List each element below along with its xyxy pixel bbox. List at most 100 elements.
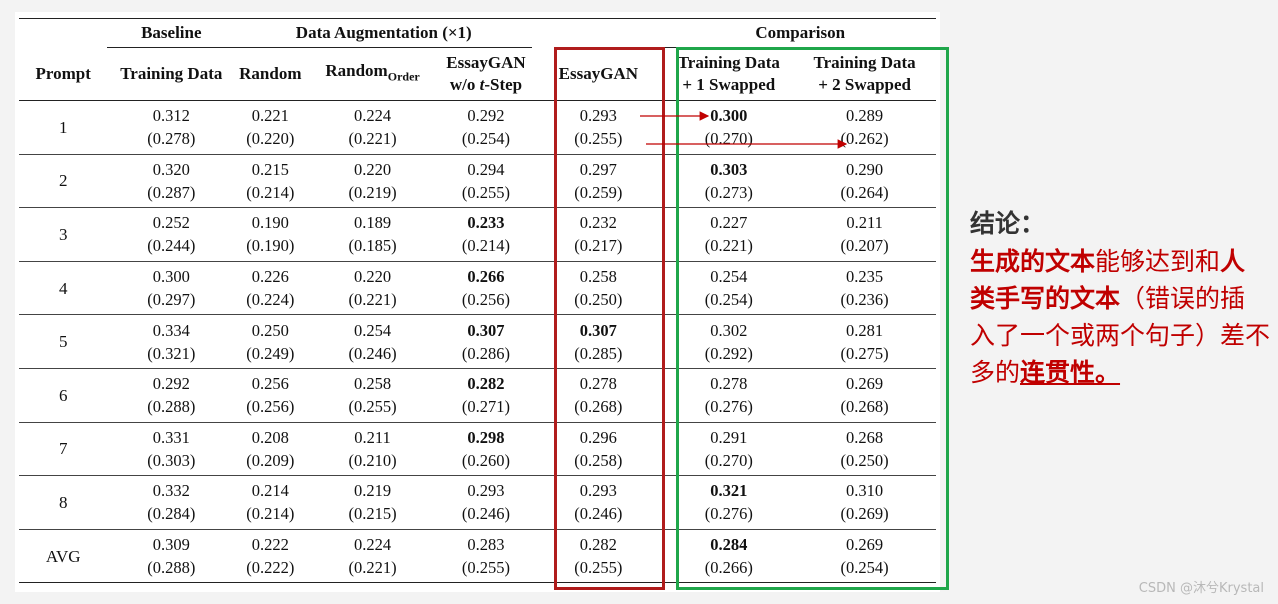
value-cell: 0.252 (0.244) — [107, 207, 236, 262]
mean-value: 0.220 — [354, 159, 392, 179]
mean-value: 0.252 — [152, 213, 190, 233]
mean-value: 0.211 — [354, 427, 391, 447]
value-cell: 0.334 (0.321) — [107, 314, 236, 369]
value-cell: 0.258 (0.255) — [305, 368, 440, 423]
std-value: (0.270) — [704, 450, 753, 470]
mean-value: 0.269 — [846, 535, 884, 555]
group-header-baseline: Baseline — [107, 18, 236, 48]
mean-value: 0.309 — [152, 535, 190, 555]
std-value: (0.273) — [704, 182, 753, 202]
value-cell: 0.284 (0.266) — [664, 529, 794, 584]
value-cell: 0.224 (0.221) — [305, 100, 440, 155]
value-cell: 0.293 (0.246) — [547, 475, 650, 530]
group-header-augmentation: Data Augmentation (×1) — [235, 18, 533, 48]
mean-value: 0.293 — [467, 481, 505, 501]
group-essaygan-empty — [547, 18, 650, 48]
mean-value: 0.292 — [152, 374, 190, 394]
mean-value: 0.278 — [579, 374, 617, 394]
value-cell: 0.290 (0.264) — [793, 154, 936, 209]
std-value: (0.214) — [461, 236, 511, 256]
mean-value: 0.224 — [354, 106, 392, 126]
mean-value: 0.290 — [846, 159, 884, 179]
gap-cell — [649, 475, 665, 530]
std-value: (0.268) — [840, 397, 889, 417]
comparison-highlight-box — [676, 47, 949, 590]
std-value: (0.219) — [348, 182, 397, 202]
std-value: (0.255) — [574, 558, 623, 578]
mean-value: 0.190 — [251, 213, 289, 233]
mean-value: 0.258 — [579, 267, 617, 287]
mean-value: 0.307 — [579, 320, 617, 340]
mean-value: 0.224 — [354, 535, 392, 555]
std-value: (0.246) — [574, 504, 623, 524]
mean-value: 0.321 — [710, 481, 748, 501]
std-value: (0.221) — [348, 129, 397, 149]
value-cell: 0.282 (0.271) — [439, 368, 533, 423]
group-gap — [532, 18, 548, 48]
value-cell: 0.302 (0.292) — [664, 314, 794, 369]
col-header-swap2-line1: Training Data — [813, 53, 916, 72]
gap-cell — [532, 475, 548, 530]
mean-value: 0.211 — [846, 213, 883, 233]
mean-value: 0.293 — [579, 481, 617, 501]
prompt-cell: 8 — [19, 475, 108, 530]
std-value: (0.269) — [840, 504, 889, 524]
std-value: (0.262) — [840, 129, 889, 149]
std-value: (0.275) — [840, 343, 889, 363]
std-value: (0.285) — [574, 343, 623, 363]
std-value: (0.292) — [704, 343, 753, 363]
gap-cell — [532, 529, 548, 584]
table-row: 7 0.331 (0.303) 0.208 (0.209) 0.211 (0.210) 0.2… — [19, 422, 936, 477]
value-cell: 0.289 (0.262) — [793, 100, 936, 155]
essaygan-highlight-box — [554, 47, 665, 590]
col-header-swap2-line2: + 2 Swapped — [818, 75, 912, 94]
col-gap — [532, 47, 548, 101]
results-table-card: Baseline Data Augmentation (×1) Comparis… — [15, 12, 940, 592]
value-cell: 0.269 (0.268) — [793, 368, 936, 423]
std-value: (0.264) — [840, 182, 889, 202]
mean-value: 0.282 — [579, 535, 617, 555]
value-cell: 0.266 (0.256) — [439, 261, 533, 316]
std-value: (0.255) — [574, 129, 623, 149]
mean-value: 0.291 — [710, 427, 748, 447]
value-cell: 0.232 (0.217) — [547, 207, 650, 262]
mean-value: 0.189 — [354, 213, 392, 233]
col-header-essaygan: EssayGAN — [547, 47, 650, 101]
value-cell: 0.300 (0.270) — [664, 100, 794, 155]
std-value: (0.266) — [704, 558, 753, 578]
table-row: 2 0.320 (0.287) 0.215 (0.214) 0.220 (0.219) 0.2… — [19, 154, 936, 209]
std-value: (0.224) — [246, 290, 295, 310]
std-value: (0.249) — [246, 343, 295, 363]
table-row: 1 0.312 (0.278) 0.221 (0.220) 0.224 (0.221) 0.2… — [19, 100, 936, 155]
value-cell: 0.293 (0.255) — [547, 100, 650, 155]
group-empty — [19, 18, 108, 48]
std-value: (0.297) — [147, 290, 196, 310]
gap-cell — [649, 368, 665, 423]
value-cell: 0.307 (0.286) — [439, 314, 533, 369]
col-header-essaygan-wo-line1: EssayGAN — [446, 53, 526, 72]
std-value: (0.250) — [574, 290, 623, 310]
std-value: (0.221) — [348, 290, 397, 310]
std-value: (0.215) — [348, 504, 397, 524]
value-cell: 0.214 (0.214) — [235, 475, 306, 530]
std-value: (0.214) — [246, 182, 295, 202]
table-body: 1 0.312 (0.278) 0.221 (0.220) 0.224 (0.221) 0.2… — [19, 100, 936, 584]
std-value: (0.276) — [704, 504, 753, 524]
table-row: 5 0.334 (0.321) 0.250 (0.249) 0.254 (0.246) 0.3… — [19, 314, 936, 369]
table-row: 4 0.300 (0.297) 0.226 (0.224) 0.220 (0.221) 0.2… — [19, 261, 936, 316]
prompt-cell: 6 — [19, 368, 108, 423]
value-cell: 0.310 (0.269) — [793, 475, 936, 530]
prompt-cell: 7 — [19, 422, 108, 477]
gap-cell — [532, 261, 548, 316]
mean-value: 0.312 — [152, 106, 190, 126]
conclusion-can-reach: 能够达到和 — [1095, 247, 1221, 276]
std-value: (0.287) — [147, 182, 196, 202]
prompt-cell: 3 — [19, 207, 108, 262]
mean-value: 0.254 — [710, 267, 748, 287]
std-value: (0.210) — [348, 450, 397, 470]
value-cell: 0.211 (0.207) — [793, 207, 936, 262]
value-cell: 0.320 (0.287) — [107, 154, 236, 209]
mean-value: 0.284 — [710, 535, 748, 555]
value-cell: 0.254 (0.246) — [305, 314, 440, 369]
value-cell: 0.219 (0.215) — [305, 475, 440, 530]
